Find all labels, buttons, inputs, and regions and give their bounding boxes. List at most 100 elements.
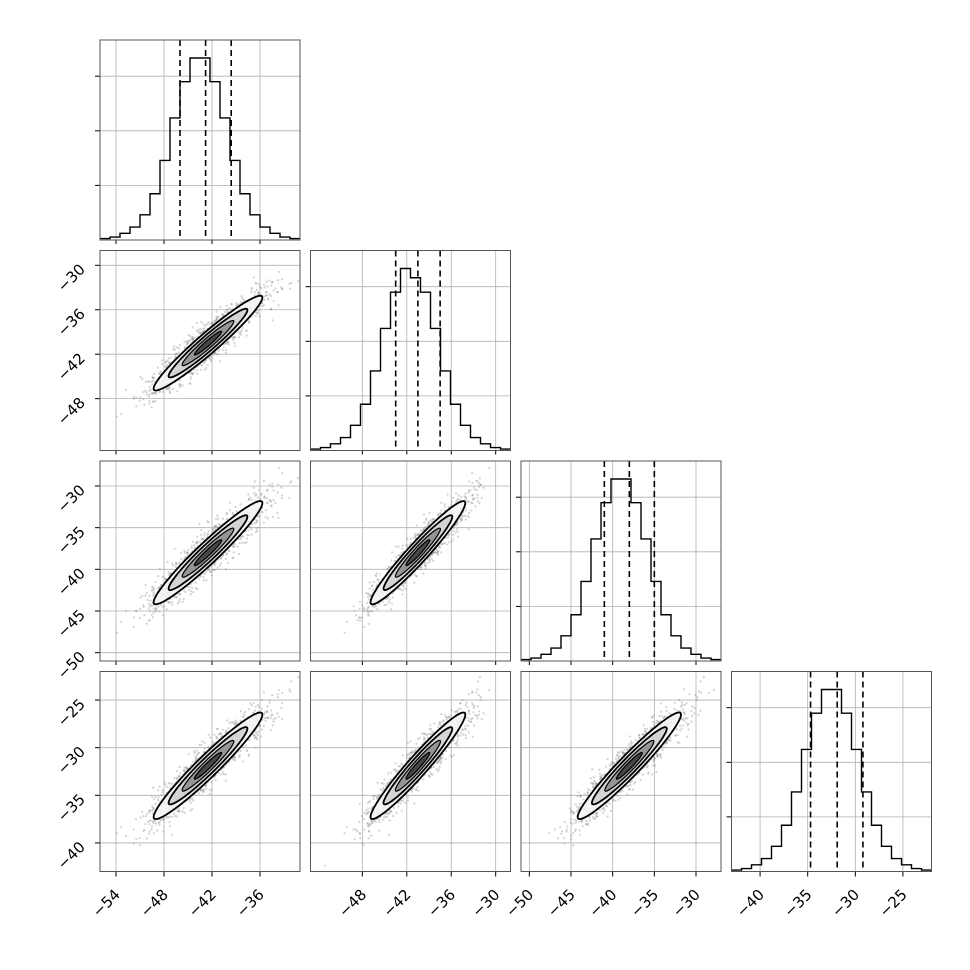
scatter-point (152, 379, 155, 382)
scatter-point (250, 498, 253, 501)
scatter-point (169, 361, 172, 364)
scatter-point (186, 551, 189, 555)
scatter-point (464, 496, 467, 499)
scatter-point (214, 319, 218, 322)
scatter-point (268, 483, 271, 487)
scatter-point (237, 303, 240, 306)
scatter-point (237, 538, 240, 541)
scatter-point (206, 533, 209, 536)
scatter-point (239, 536, 242, 539)
scatter-point (460, 517, 463, 520)
scatter-point (178, 593, 182, 596)
scatter-point (290, 281, 293, 285)
scatter-point (366, 592, 370, 595)
scatter-point (464, 518, 468, 521)
scatter-point (210, 570, 213, 574)
scatter-point (239, 719, 242, 722)
scatter-point (177, 808, 180, 811)
scatter-point (228, 509, 231, 512)
scatter-point (217, 517, 220, 520)
scatter-point (215, 310, 218, 313)
scatter-point (197, 577, 201, 580)
scatter-point (202, 328, 206, 331)
scatter-point (200, 364, 204, 367)
scatter-point (265, 509, 268, 512)
scatter-point (265, 291, 269, 294)
scatter-point (151, 604, 154, 607)
scatter-point (272, 289, 275, 292)
scatter-point (231, 336, 234, 339)
scatter-point (217, 353, 220, 356)
scatter-point (154, 610, 157, 613)
scatter-point (445, 543, 449, 546)
scatter-point (231, 337, 234, 340)
scatter-point (243, 541, 246, 545)
scatter-point (441, 542, 444, 545)
scatter-point (239, 300, 243, 303)
scatter-point (257, 291, 260, 294)
scatter-point (201, 537, 204, 541)
scatter-point (194, 587, 198, 590)
scatter-point (164, 361, 167, 364)
scatter-point (440, 551, 443, 554)
scatter-point (241, 296, 244, 300)
scatter-point (424, 526, 427, 529)
scatter-point (223, 310, 226, 314)
scatter-point (423, 527, 426, 530)
histogram-1 (100, 57, 300, 240)
scatter-point (387, 566, 390, 569)
scatter-point (152, 586, 155, 589)
scatter-point (386, 567, 389, 571)
scatter-point (203, 534, 206, 537)
scatter-point (170, 815, 174, 818)
scatter-point (368, 610, 371, 613)
scatter-point (438, 545, 441, 548)
scatter-point (92, 667, 94, 669)
scatter-point (405, 544, 408, 547)
scatter-point (144, 583, 147, 587)
scatter-point (158, 391, 161, 394)
contour-level (193, 330, 223, 356)
scatter-point (249, 526, 252, 529)
scatter-point (401, 593, 404, 596)
scatter-point (423, 521, 426, 524)
scatter-point (437, 549, 440, 553)
scatter-point (205, 570, 208, 574)
scatter-point (208, 357, 211, 360)
scatter-point (141, 594, 144, 597)
scatter-point (413, 573, 416, 576)
scatter-point (189, 375, 192, 378)
scatter-point (239, 537, 242, 541)
scatter-point (259, 493, 263, 497)
scatter-point (173, 547, 176, 550)
scatter-point (247, 321, 250, 324)
scatter-point (252, 701, 255, 705)
scatter-point (168, 601, 171, 604)
scatter-point (171, 603, 174, 606)
scatter-point (238, 332, 241, 335)
scatter-point (175, 596, 178, 599)
scatter-point (158, 372, 161, 375)
scatter-point (270, 284, 273, 287)
scatter-point (227, 550, 230, 553)
scatter-point (232, 551, 235, 554)
scatter-point (167, 357, 170, 360)
scatter-point (288, 282, 291, 285)
scatter-point (234, 304, 238, 307)
scatter-point (181, 600, 184, 603)
scatter-point (158, 610, 161, 613)
scatter-point (430, 553, 434, 556)
scatter-point (134, 609, 138, 613)
scatter-point (386, 596, 389, 600)
scatter-point (191, 372, 194, 376)
scatter-point (231, 557, 234, 560)
scatter-point (176, 809, 179, 813)
scatter-point (463, 495, 466, 498)
scatter-point (447, 541, 451, 544)
scatter-point (171, 562, 174, 565)
scatter-point (236, 545, 239, 548)
scatter-point (159, 370, 162, 373)
scatter-point (418, 532, 421, 535)
scatter-point (148, 830, 151, 833)
scatter-point (180, 557, 183, 560)
